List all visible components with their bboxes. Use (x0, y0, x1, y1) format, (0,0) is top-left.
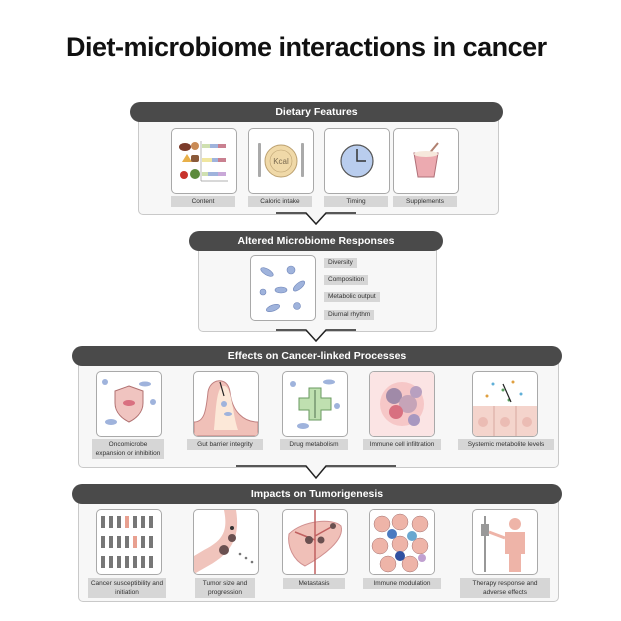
supplements-label: Supplements (393, 196, 457, 207)
composition-tag: Composition (324, 275, 369, 285)
therapy-patient-icon (472, 509, 538, 575)
timing-label: Timing (324, 196, 388, 207)
clock-icon (324, 128, 390, 194)
shield-icon (96, 371, 162, 437)
susceptibility-label: Cancer susceptibility and initiation (88, 578, 166, 598)
drug-metabolism-icon (282, 371, 348, 437)
metastasis-label: Metastasis (283, 578, 345, 589)
dietary-features-header: Dietary Features (130, 102, 503, 122)
immune-modulation-icon (369, 509, 435, 575)
diurnal-rhythm-tag: Diurnal rhythm (324, 310, 375, 320)
content-label: Content (171, 196, 235, 207)
gut-barrier-icon (193, 371, 259, 437)
metabolic-output-tag: Metabolic output (324, 292, 380, 302)
arrow-down-icon (236, 465, 396, 480)
therapy-response-label: Therapy response and adverse effects (460, 578, 550, 598)
diversity-tag: Diversity (324, 258, 357, 268)
systemic-metabolite-label: Systemic metabolite levels (458, 439, 554, 450)
drug-metabolism-label: Drug metabolism (280, 439, 348, 450)
tumor-size-label: Tumor size and progression (195, 578, 255, 598)
processes-header: Effects on Cancer-linked Processes (72, 346, 562, 366)
arrow-down-icon (276, 212, 356, 226)
arrow-down-icon (276, 329, 356, 343)
microbiome-icon (250, 255, 316, 321)
kcal-text: Kcal (273, 157, 289, 166)
immune-infiltration-label: Immune cell infiltration (363, 439, 441, 450)
population-icon (96, 509, 162, 575)
metabolite-icon (472, 371, 538, 437)
gut-barrier-label: Gut barrier integrity (187, 439, 263, 450)
immune-modulation-label: Immune modulation (363, 578, 441, 589)
caloric-intake-icon: Kcal (248, 128, 314, 194)
liver-metastasis-icon (282, 509, 348, 575)
impacts-header: Impacts on Tumorigenesis (72, 484, 562, 504)
immune-cells-icon (369, 371, 435, 437)
oncomicrobe-label: Oncomicrobe expansion or inhibition (92, 439, 164, 459)
microbiome-header: Altered Microbiome Responses (189, 231, 443, 251)
content-icon (171, 128, 237, 194)
microbiome-panel (198, 241, 437, 332)
caloric-intake-label: Caloric intake (248, 196, 312, 207)
yogurt-icon (393, 128, 459, 194)
page-title: Diet-microbiome interactions in cancer (66, 32, 547, 62)
colon-tumor-icon (193, 509, 259, 575)
